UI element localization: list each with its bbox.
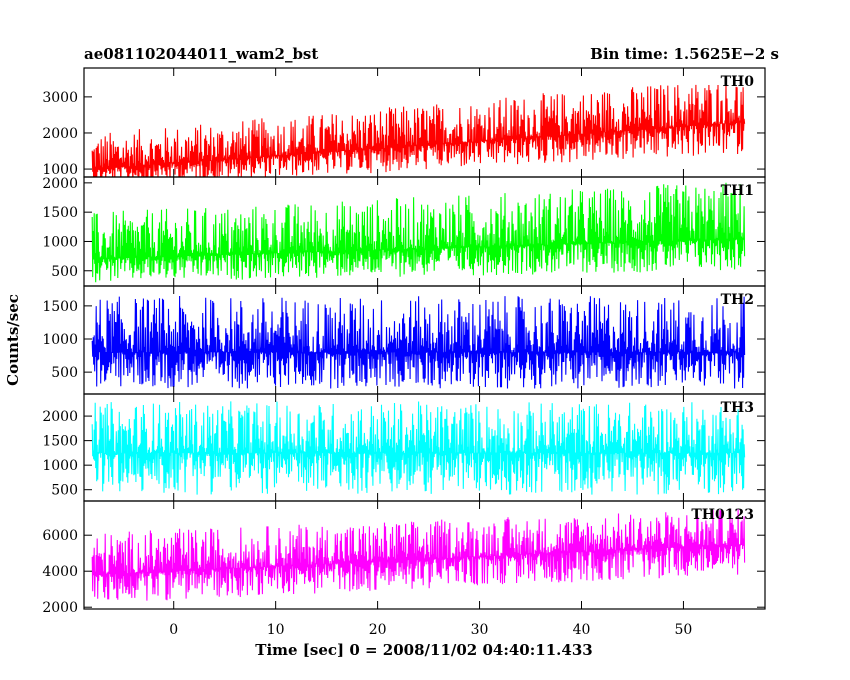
y-tick-label: 3000 [42,90,78,106]
panel-th2: 500 1000 1500 TH2 [42,285,766,395]
y-tick-label: 2000 [42,126,78,142]
x-axis-label: Time [sec] 0 = 2008/11/02 04:40:11.433 [255,641,592,659]
x-tick-label: 10 [267,622,285,638]
panel-label-th1: TH1 [721,183,754,199]
y-tick-label: 1500 [42,434,78,450]
y-tick-label: 6000 [42,528,78,544]
panel-label-th3: TH3 [721,400,754,416]
x-tick-label: 30 [471,622,489,638]
y-tick-label: 1000 [42,162,78,178]
bin-time-label: Bin time: 1.5625E−2 s [590,45,779,63]
x-tick-label: 40 [573,622,591,638]
panel-th0123: 2000 4000 6000 TH0123 [42,500,766,616]
y-axis-label: Counts/sec [4,294,22,386]
panel-th3: 500 1000 1500 2000 TH3 [42,393,766,502]
series-th1 [91,182,746,283]
y-tick-label: 500 [51,365,78,381]
y-tick-label: 2000 [42,600,78,616]
x-tick-label: 20 [369,622,387,638]
y-tick-label: 2000 [42,409,78,425]
panel-label-th0: TH0 [721,74,755,90]
y-tick-label: 500 [51,264,78,280]
x-tick-label: 0 [169,622,178,638]
panel-label-th0123: TH0123 [691,507,754,523]
panel-th0: 1000 2000 3000 TH0 [42,67,766,178]
y-tick-label: 1500 [42,205,78,221]
panel-th1: 500 1000 1500 2000 TH1 [42,176,766,287]
y-tick-label: 1000 [42,458,78,474]
series-th2 [91,295,746,389]
series-th0123 [91,509,746,601]
y-tick-label: 4000 [42,564,78,580]
x-tick-label: 50 [675,622,693,638]
series-th0 [91,81,746,177]
y-tick-label: 2000 [42,176,78,192]
y-tick-label: 500 [51,483,78,499]
panel-frame [83,500,766,610]
y-tick-label: 1000 [42,332,78,348]
y-tick-label: 1500 [42,299,78,315]
panel-label-th2: TH2 [721,292,754,308]
series-th3 [91,401,746,495]
observation-id-label: ae081102044011_wam2_bst [84,45,318,63]
y-tick-label: 1000 [42,234,78,250]
x-axis: 0 10 20 30 40 50 [169,622,692,638]
